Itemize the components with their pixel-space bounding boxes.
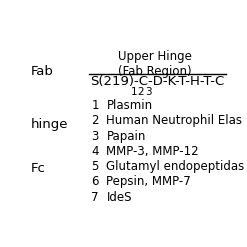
Text: Pepsin, MMP-7: Pepsin, MMP-7 bbox=[106, 175, 191, 188]
Text: 6: 6 bbox=[91, 175, 99, 188]
Text: IdeS: IdeS bbox=[106, 190, 132, 204]
Text: Plasmin: Plasmin bbox=[106, 99, 153, 112]
Text: Fc: Fc bbox=[31, 162, 46, 175]
Text: 1: 1 bbox=[91, 99, 99, 112]
Text: Upper Hinge
(Fab Region): Upper Hinge (Fab Region) bbox=[118, 50, 192, 78]
Text: 4: 4 bbox=[91, 145, 99, 158]
Text: S(219)-C-D-K-T-H-T-C: S(219)-C-D-K-T-H-T-C bbox=[90, 75, 225, 88]
Text: 3: 3 bbox=[145, 87, 152, 97]
Text: MMP-3, MMP-12: MMP-3, MMP-12 bbox=[106, 145, 199, 158]
Text: 2: 2 bbox=[138, 87, 144, 97]
Text: 2: 2 bbox=[91, 114, 99, 127]
Text: Glutamyl endopeptidas: Glutamyl endopeptidas bbox=[106, 160, 245, 173]
Text: Papain: Papain bbox=[106, 130, 146, 143]
Text: 7: 7 bbox=[91, 190, 99, 204]
Text: 5: 5 bbox=[91, 160, 99, 173]
Text: 3: 3 bbox=[91, 130, 99, 143]
Text: Fab: Fab bbox=[31, 65, 54, 78]
Text: Human Neutrophil Elas: Human Neutrophil Elas bbox=[106, 114, 243, 127]
Text: 1: 1 bbox=[131, 87, 137, 97]
Text: hinge: hinge bbox=[31, 118, 68, 131]
